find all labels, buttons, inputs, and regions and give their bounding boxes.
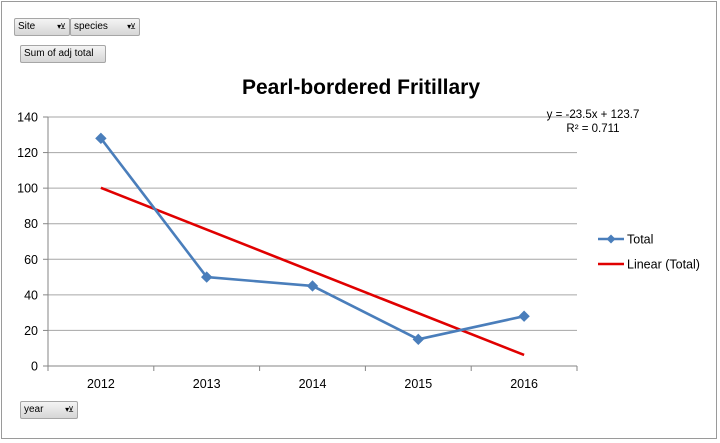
species-filter-label: species — [74, 21, 108, 32]
series-layer — [95, 132, 530, 357]
y-tick-label: 120 — [17, 146, 38, 160]
y-tick-label: 20 — [24, 324, 38, 338]
data-point-total — [306, 280, 319, 292]
y-tick-label: 60 — [24, 253, 38, 267]
x-tick-label: 2014 — [299, 377, 327, 391]
species-filter-button[interactable]: species ▾⊻ — [70, 18, 140, 36]
year-filter-button[interactable]: year ▾⊻ — [20, 401, 78, 419]
year-filter-label: year — [24, 404, 44, 415]
value-field-button[interactable]: Sum of adj total — [20, 45, 106, 63]
value-field-label: Sum of adj total — [24, 48, 94, 59]
data-point-total — [518, 310, 530, 322]
x-tick-labels: 2012 2013 2014 2015 2016 — [87, 377, 538, 391]
site-filter-button[interactable]: Site ▾⊻ — [14, 18, 70, 36]
data-point-total — [200, 271, 213, 283]
series-total-line — [99, 137, 525, 341]
y-tick-label: 100 — [17, 182, 38, 196]
dropdown-filter-icon: ▾⊻ — [127, 22, 136, 31]
y-tick-label: 140 — [17, 111, 38, 125]
legend: Total Linear (Total) — [598, 233, 700, 272]
data-point-total — [95, 132, 107, 145]
trendline-r2: R² = 0.711 — [566, 123, 619, 135]
dropdown-filter-icon: ▾⊻ — [65, 405, 74, 414]
dropdown-filter-icon: ▾⊻ — [57, 22, 66, 31]
chart-title: Pearl-bordered Fritillary — [242, 76, 480, 99]
legend-label-linear: Linear (Total) — [627, 258, 700, 272]
axes — [43, 116, 578, 371]
y-tick-labels: 0 20 40 60 80 100 120 140 — [17, 111, 38, 374]
x-tick-label: 2016 — [510, 377, 538, 391]
data-point-total — [412, 333, 425, 346]
x-tick-label: 2013 — [193, 377, 221, 391]
x-tick-label: 2012 — [87, 377, 115, 391]
trendline-linear-total — [100, 186, 525, 357]
y-tick-label: 40 — [24, 288, 38, 302]
trendline-equation: y = -23.5x + 123.7 — [547, 109, 640, 121]
gridlines — [48, 116, 577, 331]
site-filter-label: Site — [18, 21, 36, 32]
y-tick-label: 0 — [31, 360, 38, 374]
legend-marker-total — [606, 234, 616, 244]
legend-label-total: Total — [627, 233, 653, 247]
x-tick-label: 2015 — [404, 377, 432, 391]
y-tick-label: 80 — [24, 217, 38, 231]
